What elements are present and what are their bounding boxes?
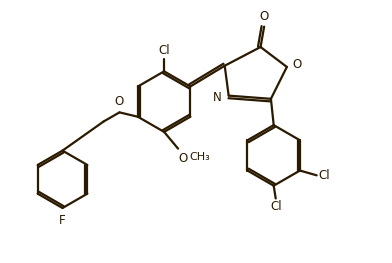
Text: Cl: Cl	[270, 200, 281, 214]
Text: O: O	[114, 95, 123, 108]
Text: O: O	[179, 152, 188, 165]
Text: N: N	[213, 91, 221, 104]
Text: O: O	[260, 10, 269, 23]
Text: Cl: Cl	[158, 44, 170, 57]
Text: Cl: Cl	[319, 169, 330, 182]
Text: O: O	[292, 58, 302, 72]
Text: F: F	[59, 214, 66, 227]
Text: CH₃: CH₃	[189, 152, 210, 162]
